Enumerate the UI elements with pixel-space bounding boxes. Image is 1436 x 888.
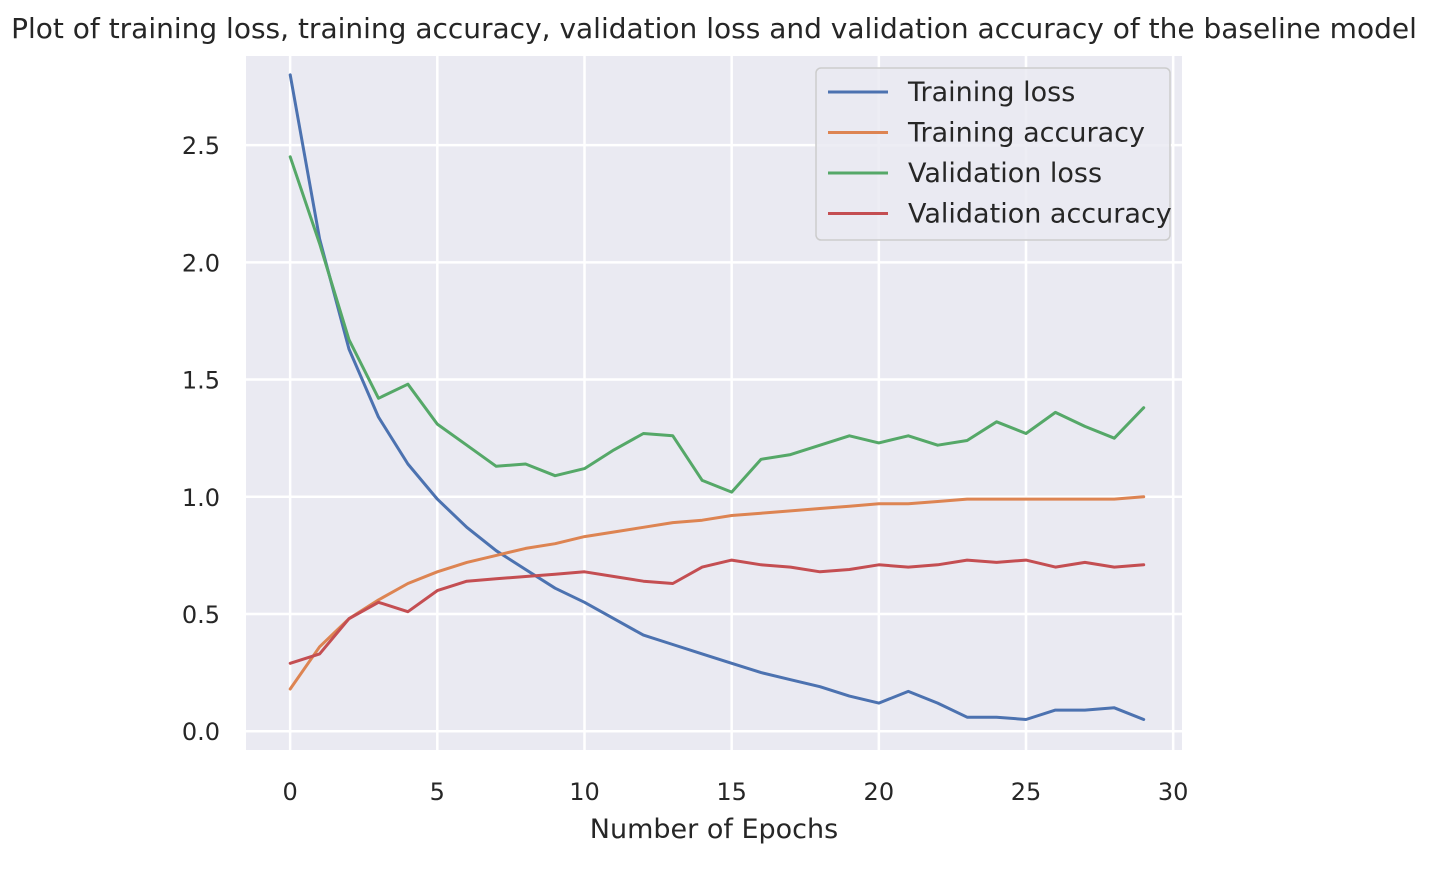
y-tick-label: 0.5 <box>182 601 220 629</box>
legend-label: Validation loss <box>908 158 1102 189</box>
series-line-validation-loss <box>288 155 1146 494</box>
y-tick-label: 1.5 <box>182 367 220 395</box>
y-tick-label: 2.0 <box>182 249 220 277</box>
y-tick-label: 0.0 <box>182 718 220 746</box>
series-line-training-accuracy <box>288 495 1146 691</box>
x-tick-label: 10 <box>569 778 600 806</box>
x-tick-label: 25 <box>1011 778 1042 806</box>
x-tick-label: 30 <box>1158 778 1189 806</box>
x-tick-label: 5 <box>430 778 445 806</box>
tick-labels: 0 5 10 15 20 25 30 0.0 0.5 1.0 1.5 2.0 2.5 <box>182 132 1189 806</box>
grid-layer <box>246 56 1182 750</box>
y-tick-label: 1.0 <box>182 484 220 512</box>
series-line-training-loss <box>288 73 1146 721</box>
series-layer <box>288 73 1146 721</box>
y-tick-label: 2.5 <box>182 132 220 160</box>
legend-label: Validation accuracy <box>908 199 1172 230</box>
legend-label: Training loss <box>907 77 1075 108</box>
legend-box <box>815 67 1171 241</box>
x-tick-label: 0 <box>283 778 298 806</box>
legend-label: Training accuracy <box>907 118 1145 149</box>
legend: Training loss Training accuracy Validation… <box>815 67 1172 241</box>
series-line-validation-accuracy <box>288 558 1146 665</box>
x-axis-label: Number of Epochs <box>590 814 838 845</box>
chart-title: Plot of training loss, training accuracy… <box>11 12 1417 45</box>
x-tick-label: 15 <box>716 778 747 806</box>
x-tick-label: 20 <box>864 778 895 806</box>
